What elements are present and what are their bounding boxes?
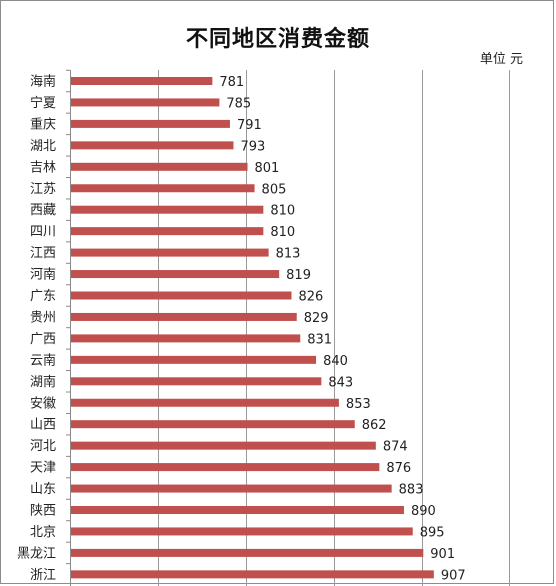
unit-label: 单位 元	[479, 52, 523, 67]
data-label: 813	[276, 247, 301, 262]
category-label: 宁夏	[30, 95, 56, 111]
bar	[71, 312, 297, 321]
bar	[71, 291, 292, 300]
data-label: 907	[441, 568, 466, 583]
data-label: 785	[226, 96, 251, 111]
bar	[71, 506, 404, 514]
data-label: 805	[262, 182, 287, 197]
bar	[71, 484, 392, 493]
category-label: 重庆	[30, 116, 56, 132]
bar	[71, 205, 264, 214]
category-label: 湖南	[30, 374, 56, 390]
bar	[71, 141, 234, 150]
bar	[71, 98, 220, 107]
category-label: 北京	[30, 525, 56, 540]
category-label: 河北	[30, 439, 56, 454]
category-label: 黑龙江	[17, 546, 56, 561]
bar	[71, 334, 301, 343]
category-label: 云南	[30, 352, 56, 368]
bar	[71, 270, 280, 279]
category-label: 江西	[30, 246, 56, 261]
data-label: 801	[255, 161, 280, 176]
bar	[71, 119, 230, 128]
data-label: 874	[383, 440, 408, 455]
bar	[71, 548, 424, 557]
category-label: 浙江	[30, 568, 56, 583]
bar	[71, 184, 255, 193]
category-label: 贵州	[30, 310, 56, 325]
bar	[71, 527, 413, 536]
data-label: 890	[411, 504, 436, 519]
data-label: 901	[430, 547, 455, 562]
bar	[71, 441, 376, 450]
bar	[71, 162, 248, 171]
data-label: 895	[420, 525, 445, 540]
category-label: 安徽	[30, 396, 56, 411]
data-label: 862	[362, 418, 387, 433]
data-label: 876	[386, 461, 411, 476]
data-label: 843	[328, 375, 353, 390]
bar	[71, 398, 339, 407]
category-label: 山西	[30, 418, 56, 433]
data-label: 826	[298, 290, 323, 305]
category-label: 河南	[30, 267, 56, 283]
data-label: 810	[270, 225, 295, 240]
bar	[71, 377, 322, 386]
data-label: 853	[346, 397, 371, 412]
category-label: 天津	[30, 461, 56, 476]
category-label: 江苏	[30, 181, 56, 197]
chart-title: 不同地区消费金额	[185, 27, 370, 52]
data-label: 829	[304, 311, 329, 326]
data-label: 791	[237, 118, 262, 133]
data-label: 883	[399, 483, 424, 498]
data-label: 793	[240, 139, 265, 154]
category-label: 广东	[30, 289, 56, 304]
category-label: 广西	[30, 332, 56, 347]
bar	[71, 420, 355, 429]
bar	[71, 570, 434, 579]
category-label: 四川	[30, 225, 56, 240]
category-label: 湖北	[30, 139, 56, 154]
bar	[71, 248, 269, 257]
data-label: 840	[323, 354, 348, 369]
data-label: 819	[286, 268, 311, 283]
bar	[71, 227, 264, 236]
bar	[71, 355, 317, 364]
bar	[71, 77, 213, 85]
category-label: 陕西	[30, 504, 56, 519]
data-label: 781	[219, 75, 244, 90]
category-label: 海南	[30, 74, 56, 90]
data-label: 810	[270, 204, 295, 219]
category-label: 吉林	[30, 160, 56, 175]
category-label: 西藏	[30, 203, 56, 218]
bar	[71, 463, 380, 472]
category-label: 山东	[30, 482, 56, 497]
data-label: 831	[307, 332, 332, 347]
